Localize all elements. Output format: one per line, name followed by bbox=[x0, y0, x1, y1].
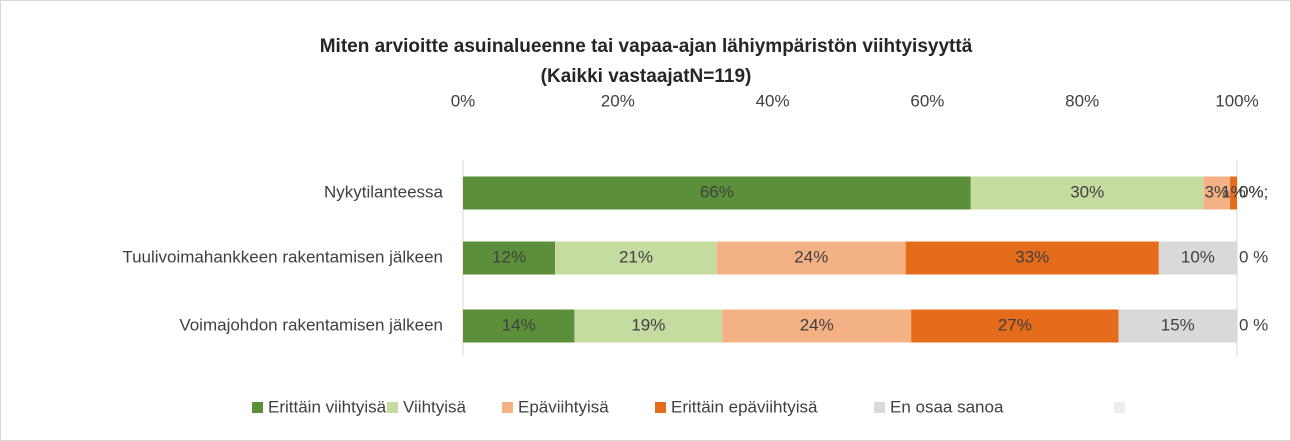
legend-swatch bbox=[874, 402, 885, 413]
data-label: 24% bbox=[794, 247, 828, 266]
data-label: 66% bbox=[700, 182, 734, 201]
y-tick-label: Tuulivoimahankkeen rakentamisen jälkeen bbox=[122, 247, 443, 266]
data-label: 0 % bbox=[1239, 315, 1268, 334]
data-label: 24% bbox=[800, 315, 834, 334]
bar-segment bbox=[1118, 309, 1237, 343]
x-tick-label: 20% bbox=[601, 91, 635, 110]
data-label: 0% bbox=[1239, 182, 1264, 201]
bar-segment bbox=[463, 176, 971, 210]
data-label: 14% bbox=[502, 315, 536, 334]
bar-segment bbox=[463, 241, 556, 275]
bar-segment bbox=[1230, 176, 1237, 210]
legend-swatch bbox=[252, 402, 263, 413]
bar-segment bbox=[970, 176, 1204, 210]
bar-segment bbox=[1158, 241, 1237, 275]
x-tick-label: 40% bbox=[756, 91, 790, 110]
y-tick-label: Nykytilanteessa bbox=[324, 182, 444, 201]
data-label: 0 % bbox=[1239, 247, 1268, 266]
bar-segment bbox=[1203, 176, 1231, 210]
legend-label: Epäviihtyisä bbox=[518, 397, 609, 416]
bar-segment bbox=[716, 241, 906, 275]
bar-segment bbox=[722, 309, 912, 343]
data-label: 33% bbox=[1015, 247, 1049, 266]
x-tick-label: 60% bbox=[910, 91, 944, 110]
legend-swatch bbox=[1114, 402, 1125, 413]
data-label: 15% bbox=[1161, 315, 1195, 334]
legend-label: Erittäin epäviihtyisä bbox=[671, 397, 818, 416]
legend-label: Erittäin viihtyisä bbox=[268, 397, 387, 416]
x-tick-label: 0% bbox=[451, 91, 476, 110]
bar-segment bbox=[574, 309, 723, 343]
legend-swatch bbox=[387, 402, 398, 413]
data-label: 19% bbox=[631, 315, 665, 334]
legend-label: En osaa sanoa bbox=[890, 397, 1004, 416]
legend-label: Viihtyisä bbox=[403, 397, 467, 416]
x-tick-label: 100% bbox=[1215, 91, 1258, 110]
chart-subtitle: (Kaikki vastaajatN=119) bbox=[541, 66, 752, 87]
data-label: 30% bbox=[1070, 182, 1104, 201]
data-label: 21% bbox=[619, 247, 653, 266]
bar-segment bbox=[555, 241, 717, 275]
y-tick-label: Voimajohdon rakentamisen jälkeen bbox=[179, 315, 443, 334]
data-label: 0%; bbox=[1239, 182, 1268, 201]
data-label: 12% bbox=[492, 247, 526, 266]
bar-segment bbox=[911, 309, 1119, 343]
data-label: 3% bbox=[1205, 182, 1230, 201]
data-label: 10% bbox=[1181, 247, 1215, 266]
x-tick-label: 80% bbox=[1065, 91, 1099, 110]
legend-swatch bbox=[655, 402, 666, 413]
data-label: 27% bbox=[998, 315, 1032, 334]
bar-segment bbox=[905, 241, 1159, 275]
legend-swatch bbox=[502, 402, 513, 413]
chart-title: Miten arvioitte asuinalueenne tai vapaa-… bbox=[320, 36, 973, 57]
data-label: 1% bbox=[1221, 182, 1246, 201]
bar-segment bbox=[463, 309, 575, 343]
